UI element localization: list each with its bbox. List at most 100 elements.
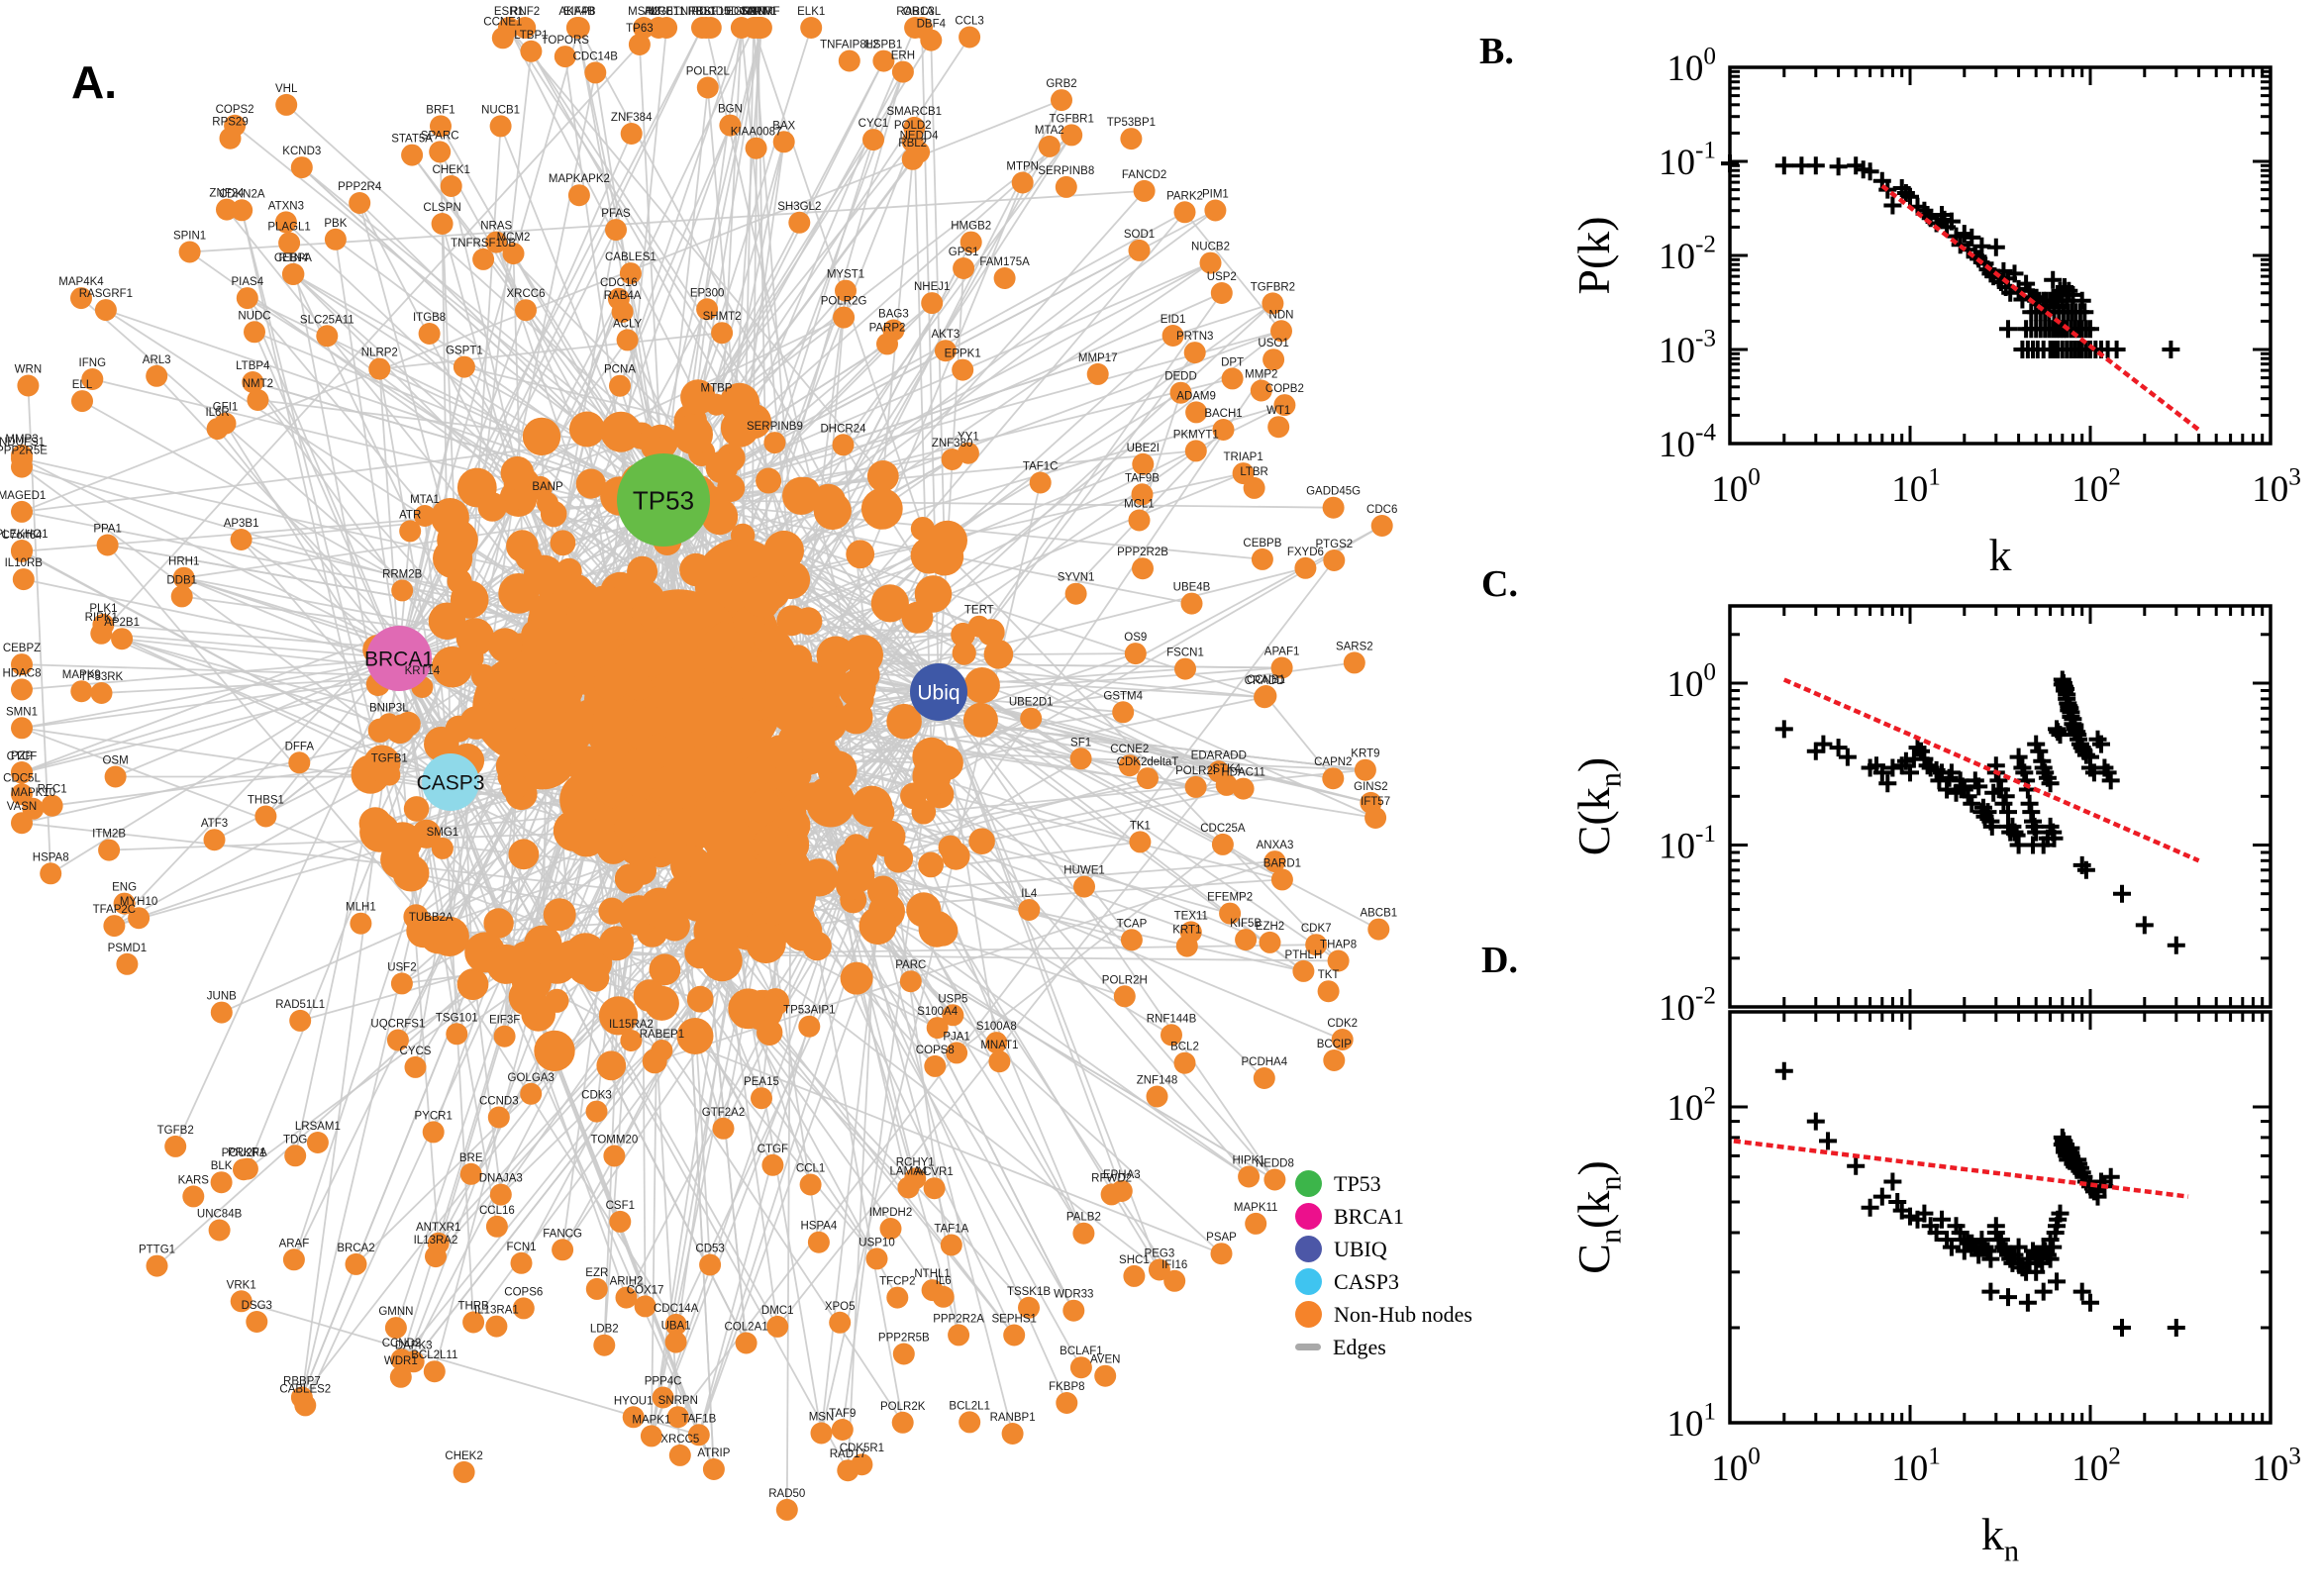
edge [938, 691, 1123, 1192]
edge [374, 27, 755, 824]
data-point [2048, 1272, 2066, 1291]
data-point [2167, 936, 2185, 954]
non-hub-node [1069, 1356, 1092, 1379]
non-hub-node [1322, 496, 1345, 519]
non-hub-node [741, 576, 782, 618]
non-hub-node [178, 241, 201, 263]
non-hub-node [811, 483, 847, 519]
non-hub-node [534, 1030, 575, 1072]
panel-b-label: B. [1479, 31, 1514, 72]
non-hub-node [17, 374, 40, 397]
non-hub-node [459, 706, 494, 740]
non-hub-node [690, 804, 733, 847]
non-hub-node [731, 523, 756, 549]
non-hub-node [908, 141, 931, 163]
non-hub-node [543, 898, 576, 932]
non-hub-node [368, 357, 391, 380]
non-hub-node [290, 1386, 313, 1409]
non-hub-node [1184, 775, 1207, 798]
non-hub-node [288, 751, 311, 774]
non-hub-node [508, 839, 540, 870]
edge [981, 429, 1225, 686]
edge [285, 104, 940, 693]
panel-d-label: D. [1481, 940, 1518, 981]
non-hub-node [598, 897, 626, 925]
edge [105, 309, 664, 501]
axis-title: kn​ [1981, 1509, 2019, 1568]
data-points [1774, 1061, 2185, 1337]
non-hub-node [550, 530, 576, 556]
non-hub-node [1180, 592, 1203, 615]
non-hub-node [501, 773, 528, 801]
tick-label: 10-2 [1659, 982, 1716, 1029]
data-point [1774, 1061, 1793, 1080]
non-hub-node [96, 534, 119, 556]
non-hub-node [900, 782, 927, 810]
non-hub-node [487, 628, 523, 662]
data-point [1838, 748, 1857, 766]
non-hub-node [486, 944, 527, 984]
edge [938, 267, 964, 693]
non-hub-node [717, 473, 746, 502]
non-hub-node [701, 498, 739, 536]
tick-label: 100 [1666, 658, 1716, 705]
data-point [1999, 1288, 2017, 1307]
non-hub-node [568, 411, 605, 448]
non-hub-node [609, 374, 631, 397]
non-hub-node [942, 842, 970, 870]
non-hub-node [1029, 471, 1052, 494]
non-hub-node [843, 635, 883, 675]
non-hub-node [128, 907, 151, 930]
non-hub-node [1113, 985, 1136, 1008]
non-hub-node [791, 664, 834, 706]
tick-label: 103 [2252, 463, 2301, 510]
non-hub-node [940, 1234, 962, 1256]
panel-a-label: A. [71, 56, 117, 108]
tick-label: 100 [1666, 43, 1716, 89]
non-hub-node [763, 735, 797, 768]
tick-label: 100 [1711, 463, 1761, 510]
non-hub-node [952, 358, 974, 381]
axis-ticks [1728, 1010, 2272, 1425]
non-hub-node [808, 704, 847, 743]
non-hub-node [1331, 1029, 1354, 1050]
edge [226, 209, 564, 630]
non-hub-node [746, 923, 786, 964]
data-point [2162, 341, 2180, 358]
non-hub-node [891, 60, 914, 83]
non-hub-node [701, 940, 743, 982]
data-point [2009, 748, 2028, 766]
non-hub-node [515, 299, 537, 322]
tick-label: 102 [2071, 463, 2121, 510]
edge [398, 229, 617, 659]
edge [662, 37, 970, 501]
non-hub-node [836, 870, 865, 901]
non-hub-node [1294, 556, 1317, 579]
non-hub-node [549, 614, 578, 644]
panel-c-label: C. [1481, 563, 1518, 605]
edge [21, 550, 452, 783]
plot-frame [1728, 604, 2272, 1009]
non-hub-node [598, 996, 639, 1036]
non-hub-node [431, 498, 469, 537]
non-hub-node [599, 926, 635, 961]
edge [21, 99, 1062, 513]
non-hub-node [577, 798, 602, 823]
edge [662, 211, 1185, 501]
non-hub-node [502, 243, 525, 265]
non-hub-node [182, 1185, 205, 1208]
non-hub-node [679, 552, 713, 587]
edge [23, 578, 400, 659]
non-hub-node [1343, 651, 1365, 674]
non-hub-node [210, 1171, 233, 1194]
non-hub-node [558, 820, 588, 849]
non-hub-node [711, 695, 753, 738]
non-hub-node [611, 300, 634, 323]
non-hub-node [1263, 850, 1286, 873]
axis-title: P(k) [1568, 216, 1619, 294]
non-hub-node [625, 672, 653, 701]
non-hub-node [605, 219, 627, 242]
tick-label: 103 [2252, 1443, 2301, 1489]
non-hub-node [593, 663, 631, 701]
